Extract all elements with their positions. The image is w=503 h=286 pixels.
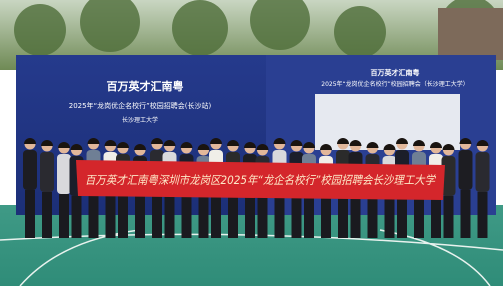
person-legs [385, 196, 395, 238]
person-body [459, 150, 473, 190]
photo: 百万英才汇南粤 2025年“龙岗优企名校行”校园招聘会(长沙站) 长沙理工大学 … [0, 0, 503, 286]
person-legs [461, 190, 471, 238]
left-subtitle: 2025年“龙岗优企名校行”校园招聘会(长沙站) [69, 101, 212, 110]
person-legs [245, 194, 255, 238]
person-legs [199, 196, 209, 238]
right-title: 百万英才汇南粤 [371, 68, 420, 77]
person-body [23, 150, 37, 190]
person-legs [106, 192, 116, 238]
person-legs [321, 196, 331, 238]
person-legs [25, 190, 35, 238]
person-legs [444, 196, 454, 238]
building [438, 8, 503, 60]
person-legs [118, 194, 128, 238]
person-legs [42, 192, 52, 238]
person-legs [165, 192, 175, 238]
person-legs [228, 192, 238, 238]
person-body [476, 152, 490, 192]
banner: 百万英才汇南粤深圳市龙岗区2025年“龙企名校行”校园招聘会长沙理工大学 [76, 160, 445, 200]
person-body [57, 154, 71, 194]
person-legs [182, 194, 192, 238]
person-legs [292, 192, 302, 238]
person-legs [152, 190, 162, 238]
person-body [40, 152, 54, 192]
left-venue: 长沙理工大学 [122, 116, 158, 124]
person-legs [72, 196, 82, 238]
person-legs [304, 194, 314, 238]
left-title: 百万英才汇南粤 [107, 79, 184, 93]
person-legs [258, 196, 268, 238]
person-legs [478, 192, 488, 238]
person-legs [135, 196, 145, 238]
person-legs [368, 194, 378, 238]
person-legs [431, 194, 441, 238]
company-board [315, 94, 460, 150]
right-subtitle: 2025年“龙岗优企名校行”校园招聘会（长沙理工大学） [321, 80, 469, 88]
person-legs [59, 194, 69, 238]
person-legs [89, 190, 99, 238]
banner-text: 百万英才汇南粤深圳市龙岗区2025年“龙企名校行”校园招聘会长沙理工大学 [85, 173, 436, 187]
